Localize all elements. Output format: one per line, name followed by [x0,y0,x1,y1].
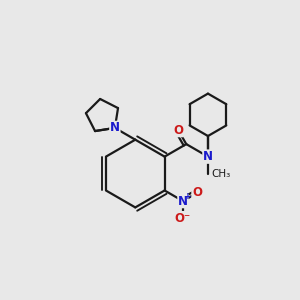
Text: O: O [192,187,202,200]
Text: N: N [178,195,188,208]
Text: N: N [203,150,213,163]
Text: +: + [184,192,192,201]
Text: N: N [110,122,120,134]
Text: CH₃: CH₃ [212,169,231,179]
Text: O⁻: O⁻ [175,212,191,225]
Text: O: O [173,124,183,136]
